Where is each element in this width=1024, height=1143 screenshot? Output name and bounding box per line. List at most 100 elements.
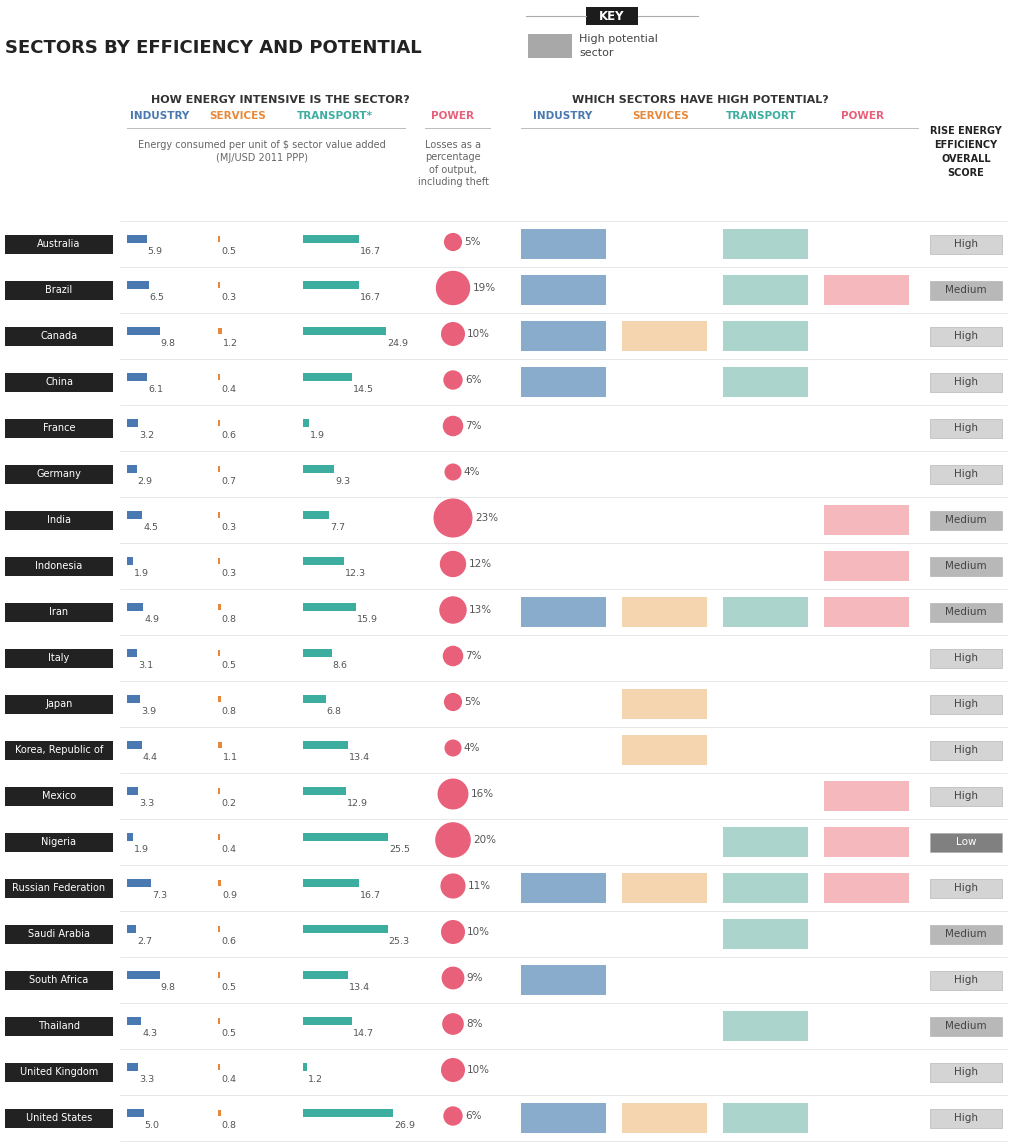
Text: 7.7: 7.7 <box>330 523 345 533</box>
Bar <box>824 505 909 535</box>
Text: 3.1: 3.1 <box>138 662 154 671</box>
Bar <box>5 234 113 254</box>
Text: 6%: 6% <box>465 375 481 385</box>
Bar <box>303 465 334 473</box>
Bar <box>303 972 348 980</box>
Bar <box>930 280 1002 299</box>
Bar <box>521 275 606 305</box>
Bar <box>5 648 113 668</box>
Bar <box>218 1064 220 1070</box>
Text: Medium: Medium <box>945 1021 987 1031</box>
Text: SERVICES: SERVICES <box>210 111 266 121</box>
Bar <box>303 1017 352 1025</box>
Text: 7%: 7% <box>466 652 482 661</box>
Bar <box>218 742 221 748</box>
Bar <box>303 327 386 335</box>
Bar <box>930 234 1002 254</box>
Text: Losses as a
percentage
of output,
including theft: Losses as a percentage of output, includ… <box>418 139 488 187</box>
Text: Indonesia: Indonesia <box>36 561 83 572</box>
Bar <box>930 464 1002 483</box>
Bar <box>127 925 136 933</box>
Bar <box>218 466 220 472</box>
Text: INDUSTRY: INDUSTRY <box>534 111 593 121</box>
Bar <box>521 597 606 628</box>
Bar <box>622 689 707 719</box>
Bar <box>303 833 388 841</box>
Text: Medium: Medium <box>945 607 987 617</box>
Bar <box>218 374 220 379</box>
Text: 9.8: 9.8 <box>161 339 176 349</box>
Bar <box>127 972 160 980</box>
Bar <box>723 367 808 397</box>
Bar <box>218 328 222 334</box>
Bar <box>303 1063 307 1071</box>
Circle shape <box>445 464 461 480</box>
Text: 5%: 5% <box>465 237 481 247</box>
Bar <box>930 879 1002 897</box>
Circle shape <box>436 823 470 857</box>
Bar <box>5 879 113 897</box>
Bar <box>5 695 113 713</box>
Bar <box>127 833 133 841</box>
Bar <box>5 418 113 438</box>
Bar <box>5 741 113 759</box>
Bar <box>303 695 326 703</box>
Bar <box>723 1012 808 1041</box>
Bar <box>127 1017 141 1025</box>
Text: Medium: Medium <box>945 929 987 940</box>
Text: Iran: Iran <box>49 607 69 617</box>
Bar <box>528 34 572 58</box>
Bar <box>824 597 909 628</box>
Bar <box>5 1016 113 1036</box>
Bar <box>303 235 359 243</box>
Bar <box>521 873 606 903</box>
Text: 11%: 11% <box>468 881 490 892</box>
Text: Brazil: Brazil <box>45 285 73 295</box>
Bar <box>622 873 707 903</box>
Text: 4.5: 4.5 <box>143 523 158 533</box>
Bar <box>303 879 359 887</box>
Text: Energy consumed per unit of $ sector value added
(MJ/USD 2011 PPP): Energy consumed per unit of $ sector val… <box>138 139 386 163</box>
Bar <box>303 925 388 933</box>
Text: High: High <box>954 1068 978 1077</box>
Text: 1.9: 1.9 <box>134 569 150 578</box>
Text: 3.3: 3.3 <box>139 799 155 808</box>
Bar <box>127 649 137 657</box>
Text: 7%: 7% <box>466 421 482 431</box>
Text: SERVICES: SERVICES <box>633 111 689 121</box>
Text: Nigeria: Nigeria <box>42 837 77 847</box>
Bar <box>303 419 309 427</box>
Circle shape <box>445 741 461 756</box>
Text: 9.3: 9.3 <box>335 478 350 487</box>
Text: 26.9: 26.9 <box>394 1121 415 1130</box>
Text: High: High <box>954 745 978 756</box>
Text: 4%: 4% <box>464 743 480 753</box>
Text: 4.3: 4.3 <box>142 1030 158 1039</box>
Text: 20%: 20% <box>473 836 496 845</box>
Bar <box>824 828 909 857</box>
Bar <box>824 275 909 305</box>
Bar <box>127 695 140 703</box>
Circle shape <box>440 552 466 576</box>
Text: 10%: 10% <box>467 329 490 339</box>
Bar <box>622 735 707 765</box>
Bar <box>622 1103 707 1133</box>
Text: 0.2: 0.2 <box>221 799 236 808</box>
Bar <box>5 1109 113 1127</box>
Bar <box>218 650 220 656</box>
Text: 25.3: 25.3 <box>389 937 410 946</box>
Text: 5.0: 5.0 <box>144 1121 160 1130</box>
Text: 16.7: 16.7 <box>360 248 381 256</box>
Bar <box>218 558 220 563</box>
Text: 0.5: 0.5 <box>221 983 236 992</box>
Bar <box>303 373 351 381</box>
Text: 1.9: 1.9 <box>310 432 326 440</box>
Text: High: High <box>954 884 978 893</box>
Bar <box>521 965 606 996</box>
Circle shape <box>444 1108 462 1125</box>
Bar <box>127 373 147 381</box>
Bar <box>723 275 808 305</box>
Bar <box>930 832 1002 852</box>
Text: Russian Federation: Russian Federation <box>12 884 105 893</box>
Bar <box>930 1063 1002 1081</box>
